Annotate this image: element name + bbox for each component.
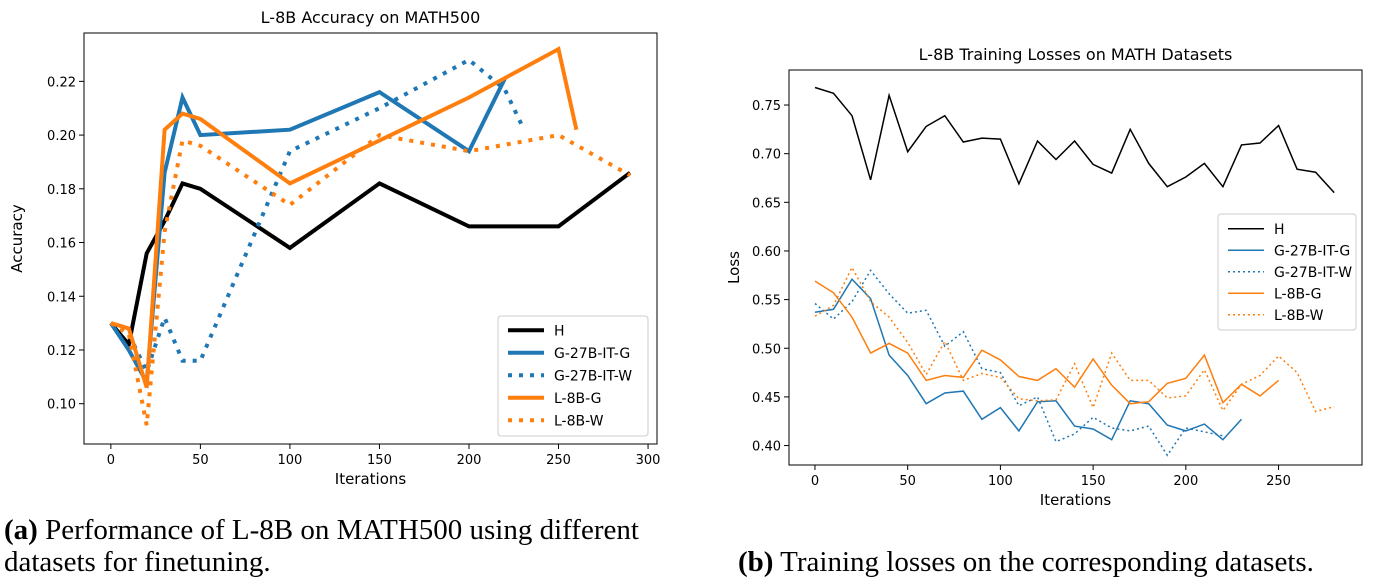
y-tick-label: 0.60 [752, 245, 781, 260]
y-tick-label: 0.70 [752, 148, 781, 163]
legend: H G-27B-IT-G G-27B-IT-W L-8B-G L-8B-W [1217, 213, 1357, 331]
caption-b-label: (b) [738, 546, 774, 578]
y-tick-label: 0.14 [47, 290, 76, 305]
series-line-g-27b-it-w [109, 57, 525, 377]
y-tick-label: 0.40 [752, 440, 781, 455]
x-tick-label: 50 [192, 453, 209, 468]
legend-label-l-8b-g: L-8B-G [1274, 286, 1322, 302]
axes-frame [788, 69, 1363, 466]
x-tick-label: 0 [107, 453, 115, 468]
legend-label-g-27b-it-w: G-27B-IT-W [1274, 265, 1352, 281]
y-tick-label: 0.75 [752, 99, 781, 114]
series-line-l-8b-g [110, 46, 579, 389]
series-line-l-8b-g [814, 280, 1280, 405]
legend-label-g-27b-it-g: G-27B-IT-G [1274, 243, 1350, 259]
x-tick-label: 250 [546, 453, 571, 468]
legend-label-h: H [1274, 222, 1285, 238]
x-tick-label: 100 [278, 453, 303, 468]
x-tick-label: 50 [899, 474, 916, 489]
figure-b: L-8B Training Losses on MATH Datasets 0 50… [689, 0, 1378, 530]
x-tick-label: 200 [457, 453, 482, 468]
x-tick-label: 150 [1081, 474, 1106, 489]
y-tick-label: 0.20 [47, 129, 76, 144]
caption-b: (b) Training losses on the corresponding… [738, 546, 1378, 578]
caption-a-text: Performance of L-8B on MATH500 using dif… [4, 514, 639, 578]
legend-label-l-8b-w: L-8B-W [554, 413, 604, 429]
x-tick-label: 200 [1173, 474, 1198, 489]
x-axis-label: Iterations [1040, 491, 1112, 509]
y-tick-label: 0.55 [752, 294, 781, 309]
y-tick-label: 0.12 [47, 344, 76, 359]
axes-frame [83, 32, 658, 445]
legend-box [497, 315, 649, 437]
x-tick-label: 300 [636, 453, 661, 468]
legend: H G-27B-IT-G G-27B-IT-W L-8B-G L-8B-W [497, 315, 649, 437]
y-tick-label: 0.50 [752, 342, 781, 357]
series-line-h [814, 86, 1335, 194]
legend-label-g-27b-it-w: G-27B-IT-W [554, 368, 632, 384]
x-tick-label: 150 [367, 453, 392, 468]
series-line-l-8b-w [814, 265, 1335, 413]
accuracy-chart: L-8B Accuracy on MATH500 0 50 100 150 200 250 3… [8, 8, 661, 488]
chart-title: L-8B Training Losses on MATH Datasets [919, 45, 1233, 64]
y-tick-label: 0.45 [752, 391, 781, 406]
series-line-l-8b-w [109, 132, 632, 426]
legend-label-l-8b-w: L-8B-W [1274, 308, 1324, 324]
x-axis-label: Iterations [335, 470, 407, 488]
y-tick-label: 0.16 [47, 237, 76, 252]
loss-chart: L-8B Training Losses on MATH Datasets 0 50… [725, 45, 1363, 509]
plot-area [109, 46, 632, 426]
y-tick-label: 0.22 [47, 75, 76, 90]
legend-label-h: H [554, 323, 565, 339]
caption-a-label: (a) [4, 514, 38, 546]
legend-label-g-27b-it-g: G-27B-IT-G [554, 346, 630, 362]
x-tick-label: 0 [811, 474, 819, 489]
y-axis-label: Accuracy [8, 204, 26, 273]
legend-box [1217, 213, 1357, 331]
caption-a: (a) Performance of L-8B on MATH500 using… [4, 514, 674, 578]
figure-a: L-8B Accuracy on MATH500 0 50 100 150 200 250 3… [0, 0, 689, 500]
caption-b-text: Training losses on the corresponding dat… [773, 546, 1314, 578]
series-line-h [109, 171, 632, 350]
plot-area [814, 86, 1335, 457]
chart-title: L-8B Accuracy on MATH500 [261, 8, 481, 27]
legend-label-l-8b-g: L-8B-G [554, 391, 602, 407]
y-tick-label: 0.10 [47, 398, 76, 413]
y-tick-label: 0.65 [752, 196, 781, 211]
y-tick-label: 0.18 [47, 183, 76, 198]
y-axis-label: Loss [725, 251, 743, 284]
x-tick-label: 100 [988, 474, 1013, 489]
series-line-g-27b-it-w [814, 269, 1224, 457]
x-tick-label: 250 [1266, 474, 1291, 489]
series-line-g-27b-it-g [814, 277, 1243, 441]
